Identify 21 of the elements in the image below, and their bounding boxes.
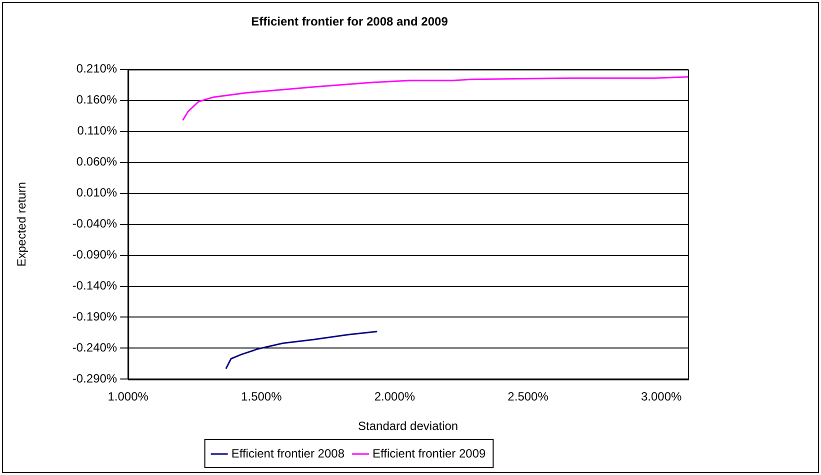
y-tick-label: 0.210% bbox=[76, 62, 118, 76]
y-axis-title: Expected return bbox=[14, 182, 29, 267]
legend-label: Efficient frontier 2008 bbox=[231, 446, 345, 460]
x-tick-label: 3.000% bbox=[640, 390, 682, 404]
y-tick-label: 0.110% bbox=[77, 124, 118, 138]
x-tick-label: 1.000% bbox=[108, 390, 149, 404]
x-axis-title: Standard deviation bbox=[358, 419, 458, 434]
x-tick-label: 2.000% bbox=[374, 390, 416, 404]
y-tick-label: 0.060% bbox=[76, 154, 118, 169]
y-tick-label: 0.010% bbox=[76, 186, 118, 200]
y-tick-label: -0.090% bbox=[72, 248, 118, 262]
y-tick-label: -0.190% bbox=[72, 310, 118, 324]
chart-title: Efficient frontier for 2008 and 2009 bbox=[251, 14, 448, 29]
y-tick-label: -0.240% bbox=[72, 340, 118, 355]
y-tick-label: -0.140% bbox=[72, 278, 118, 293]
x-tick-label: 1.500% bbox=[241, 390, 282, 404]
legend-label: Efficient frontier 2009 bbox=[372, 446, 486, 460]
x-tick-label: 2.500% bbox=[508, 390, 549, 404]
y-tick-label: 0.160% bbox=[76, 92, 118, 107]
y-tick-label: -0.040% bbox=[72, 216, 118, 231]
y-tick-label: -0.290% bbox=[72, 372, 118, 386]
